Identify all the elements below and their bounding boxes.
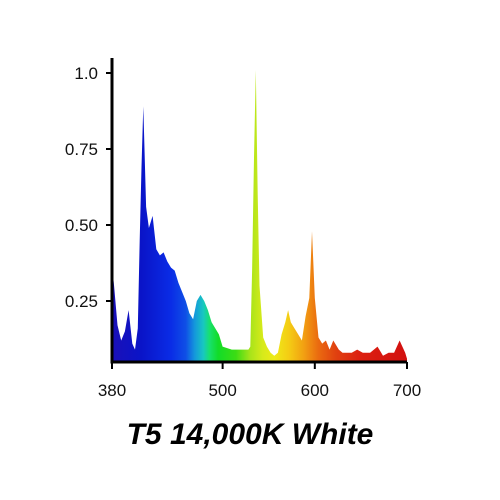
x-tick-label: 600 — [301, 381, 329, 400]
spectrum-area-series-0 — [112, 70, 407, 362]
chart-title: T5 14,000K White — [126, 418, 374, 451]
y-tick-label: 0.25 — [65, 292, 98, 311]
y-tick-label: 1.0 — [74, 64, 98, 83]
x-tick-label: 380 — [98, 381, 126, 400]
x-tick-label: 500 — [208, 381, 236, 400]
y-tick-label: 0.50 — [65, 216, 98, 235]
y-tick-label: 0.75 — [65, 140, 98, 159]
x-tick-label: 700 — [393, 381, 421, 400]
